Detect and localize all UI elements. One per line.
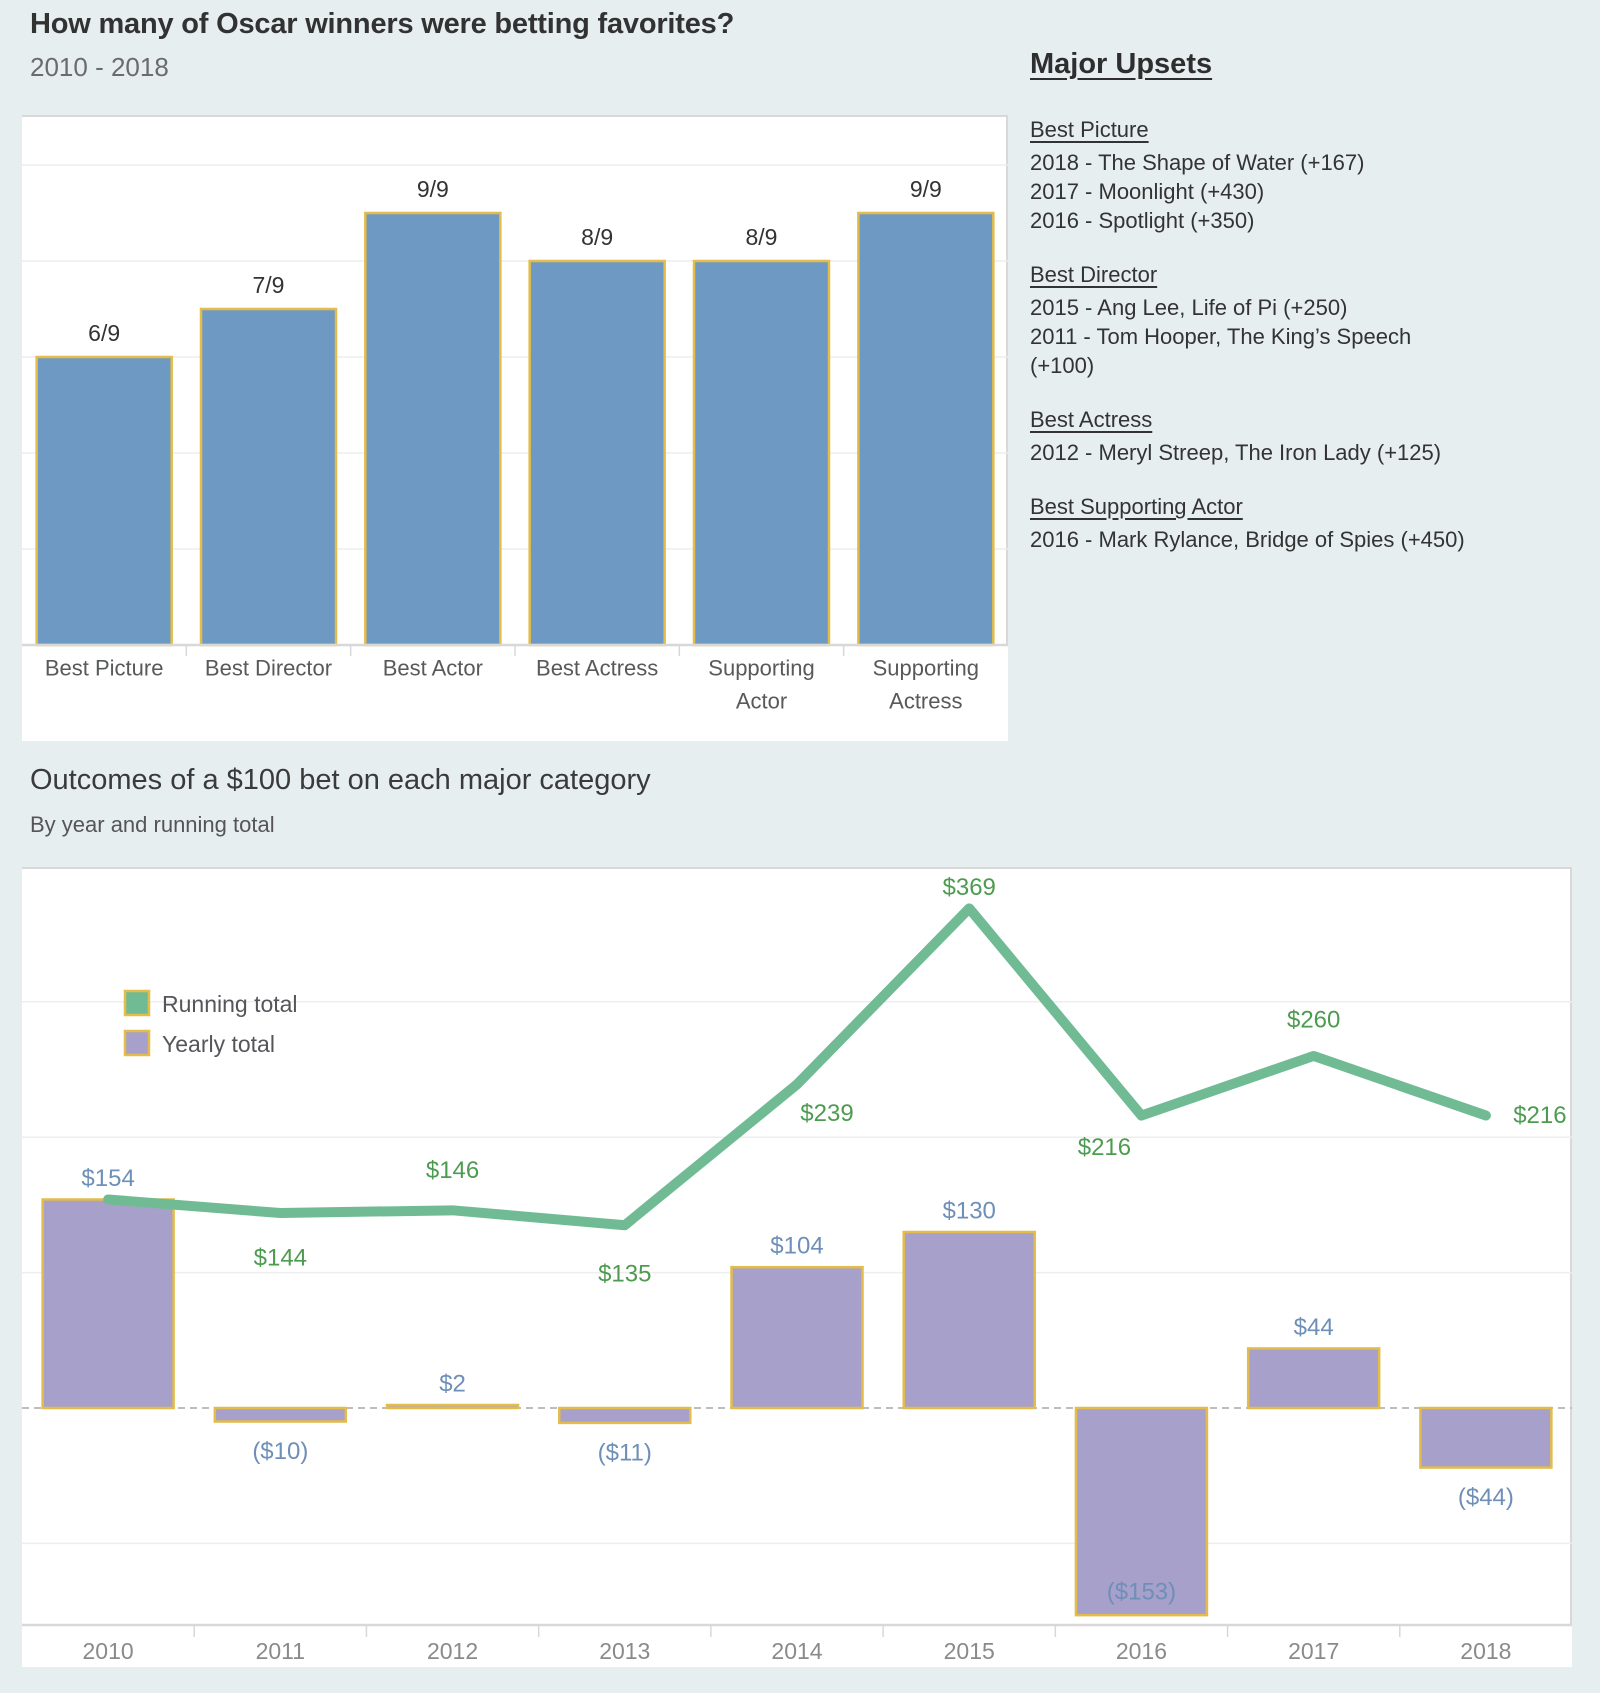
upset-section-header: Best Supporting Actor [1030,494,1243,519]
yearly-total-bar[interactable] [1074,1406,1209,1617]
year-label[interactable]: 2014 [771,1638,822,1664]
upset-section-header: Best Director [1030,262,1158,287]
year-label[interactable]: 2011 [256,1638,305,1664]
upset-section: Best Picture 2018 - The Shape of Water (+… [1030,117,1500,235]
upset-entry: 2011 - Tom Hooper, The King’s Speech [1030,324,1412,349]
upset-entry: 2012 - Meryl Streep, The Iron Lady (+125… [1030,440,1442,465]
yearly-total-bar[interactable] [1246,1347,1381,1410]
yearly-total-bar[interactable] [385,1403,520,1410]
running-total-label: $144 [254,1245,307,1272]
favorites-bar[interactable] [692,259,831,647]
category-label[interactable]: Actress [889,689,962,714]
favorites-bar[interactable] [364,211,502,647]
running-total-label: $216 [1078,1134,1131,1161]
category-label[interactable]: Best Picture [45,656,164,681]
year-label[interactable]: 2017 [1288,1638,1339,1664]
favorites-bar[interactable] [35,355,173,647]
yearly-total-bar[interactable] [730,1265,864,1410]
bar-value-label: 9/9 [910,176,942,202]
category-label[interactable]: Best Actress [536,656,658,681]
upset-section: Best Director 2015 - Ang Lee, Life of Pi … [1030,262,1500,380]
upset-entry: 2016 - Spotlight (+350) [1030,208,1255,233]
yearly-total-label: $44 [1294,1314,1334,1341]
major-upsets-sections: Best Picture 2018 - The Shape of Water (+… [1030,117,1500,554]
favorites-bar-chart-card: 6/9 7/9 9/9 8/9 8/9 9/9 Best Picture Best Direc… [22,115,1008,741]
legend-label-running-total[interactable]: Running total [162,991,298,1017]
running-total-label: $135 [598,1261,651,1288]
year-label[interactable]: 2015 [944,1638,995,1664]
yearly-total-label: ($11) [598,1439,652,1466]
year-label[interactable]: 2016 [1116,1638,1167,1664]
running-total-label: $369 [943,874,996,901]
upset-section: Best Actress 2012 - Meryl Streep, The Iro… [1030,407,1500,467]
bet-outcomes-subtitle: By year and running total [30,812,275,837]
bar-value-label: 8/9 [581,224,613,250]
page-subtitle: 2010 - 2018 [30,52,169,82]
yearly-total-bar[interactable] [41,1198,175,1410]
favorites-bar[interactable] [857,211,995,647]
upset-entry: 2018 - The Shape of Water (+167) [1030,150,1365,175]
yearly-total-label: ($44) [1458,1484,1514,1511]
upset-entry: (+100) [1030,353,1095,378]
upset-entry: 2015 - Ang Lee, Life of Pi (+250) [1030,295,1348,320]
year-label[interactable]: 2010 [83,1638,134,1664]
yearly-total-bar[interactable] [213,1406,348,1423]
favorites-bar[interactable] [199,307,338,647]
bar-value-label: 7/9 [253,272,285,298]
bar-value-label: 6/9 [88,320,120,346]
bet-outcomes-title: Outcomes of a $100 bet on each major cat… [30,764,651,796]
running-total-label: $146 [426,1157,479,1184]
bar-value-label: 9/9 [417,176,449,202]
upset-section-header: Best Picture [1030,117,1149,142]
category-label[interactable]: Actor [736,689,787,714]
category-label[interactable]: Best Actor [383,656,483,681]
bar-value-label: 8/9 [746,224,778,250]
favorites-bar[interactable] [528,259,666,647]
major-upsets-panel: Major Upsets Best Picture 2018 - The Shap… [1030,48,1500,581]
legend-swatch-running-total[interactable] [123,989,151,1017]
running-total-line[interactable] [103,903,1491,1231]
yearly-total-label: $2 [439,1371,466,1398]
running-total-label: $260 [1287,1006,1340,1033]
upset-entry: 2016 - Mark Rylance, Bridge of Spies (+4… [1030,527,1465,552]
yearly-total-label: ($10) [252,1438,308,1465]
yearly-total-bar[interactable] [902,1230,1036,1410]
legend-swatch-yearly-total[interactable] [123,1029,151,1057]
favorites-bar-chart: 6/9 7/9 9/9 8/9 8/9 9/9 Best Picture Best Direc… [22,115,1008,714]
page-title: How many of Oscar winners were betting f… [30,8,735,40]
bet-outcomes-chart-card: $154 ($10) $2 ($11) $104 $130 ($153) $44 ($44) $1… [22,867,1572,1667]
running-total-label: $239 [800,1100,853,1127]
year-label[interactable]: 2018 [1460,1638,1511,1664]
year-label[interactable]: 2013 [599,1638,650,1664]
yearly-total-bar[interactable] [558,1406,692,1425]
yearly-total-label: $104 [770,1233,823,1260]
running-total-label: $216 [1513,1102,1566,1129]
bet-outcomes-combo-chart: $154 ($10) $2 ($11) $104 $130 ($153) $44 ($44) $1… [22,867,1572,1664]
yearly-total-label: ($153) [1107,1579,1176,1606]
legend-label-yearly-total[interactable]: Yearly total [162,1031,275,1057]
category-label[interactable]: Best Director [205,656,332,681]
category-label[interactable]: Supporting [708,656,814,681]
yearly-total-bar[interactable] [1419,1406,1553,1469]
major-upsets-heading: Major Upsets [1030,48,1213,80]
yearly-total-label: $130 [943,1197,996,1224]
upset-entry: 2017 - Moonlight (+430) [1030,179,1265,204]
upset-section-header: Best Actress [1030,407,1153,432]
yearly-total-label: $154 [81,1165,134,1192]
upset-section: Best Supporting Actor 2016 - Mark Rylance… [1030,494,1500,554]
category-label[interactable]: Supporting [873,656,979,681]
year-label[interactable]: 2012 [427,1638,478,1664]
